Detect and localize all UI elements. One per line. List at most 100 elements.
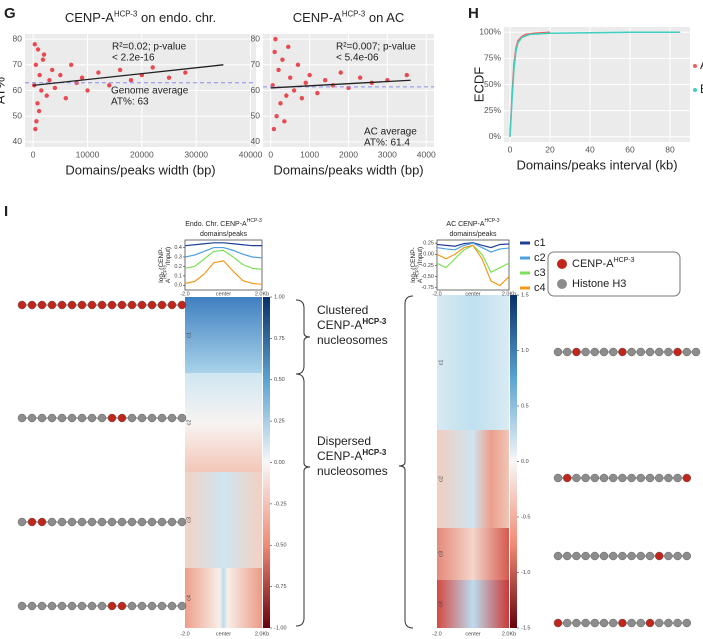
- histone-bead: [177, 413, 187, 423]
- scatter-point: [49, 67, 55, 73]
- label-part: A: [165, 278, 172, 283]
- y-tick-label: 50%: [484, 79, 501, 89]
- colorbar-tick-label: 0.75: [274, 336, 285, 342]
- histone-bead: [87, 413, 97, 423]
- title-text: on endo. chr.: [137, 10, 216, 25]
- histone-bead: [581, 551, 590, 561]
- scatter-point: [274, 113, 279, 119]
- heatmap-block: [185, 373, 262, 472]
- y-axis-label: ECDF: [471, 67, 486, 102]
- y-tick-label: 40: [251, 136, 261, 146]
- ecdf-line: [509, 31, 680, 137]
- x-tick-label: 2.0Kb: [255, 631, 269, 637]
- cenp-bead: [117, 601, 127, 611]
- x-tick-label: 2.0Kb: [502, 631, 516, 637]
- brace-label: Clustered: [317, 303, 368, 317]
- scatter-point: [284, 93, 289, 98]
- colorbar-tick-label: -0.5: [521, 514, 530, 520]
- scatter-point: [36, 108, 42, 114]
- cenp-bead: [645, 618, 655, 628]
- legend-label: CENP-AHCP-3: [572, 257, 635, 270]
- x-tick-label: 0: [508, 144, 513, 154]
- profile-line: [184, 260, 263, 285]
- histone-bead: [655, 347, 664, 357]
- figure-layer: G H I CENP-AHCP-3 Histone H3: [4, 5, 681, 629]
- cenp-bead: [27, 300, 37, 310]
- colorbar: [510, 295, 517, 628]
- profile-line: [184, 246, 263, 259]
- title-sup: HCP-3: [114, 10, 137, 19]
- cenp-bead: [572, 347, 581, 357]
- annotation: AT%: 63: [111, 97, 149, 108]
- histone-bead: [27, 601, 37, 611]
- colorbar-tick-label: 0.0: [521, 459, 529, 465]
- cenp-bead: [117, 413, 127, 423]
- histone-bead: [17, 517, 27, 527]
- histone-bead: [67, 601, 77, 611]
- scatter-point: [346, 85, 351, 91]
- scatter-point: [183, 70, 188, 75]
- histone-bead: [57, 413, 67, 423]
- heatmap-block: [437, 580, 509, 628]
- scatter-point: [37, 72, 42, 78]
- histone-bead: [618, 473, 627, 483]
- brace-text: Clustered: [317, 303, 368, 317]
- label-part: (CENP-: [158, 247, 165, 271]
- cenp-bead: [137, 300, 147, 310]
- brace-text: CENP-A: [317, 318, 362, 332]
- histone-bead: [572, 618, 581, 628]
- colorbar-tick-label: -0.50: [274, 543, 287, 549]
- profile-frame: [436, 239, 510, 291]
- histone-bead: [664, 618, 673, 628]
- x-axis-label: Domains/peaks interval (kb): [516, 157, 677, 172]
- y-tick-label: 25%: [484, 105, 501, 115]
- brace-text: CENP-A: [317, 449, 362, 463]
- x-tick-label: 80: [665, 144, 675, 154]
- histone-bead: [627, 473, 636, 483]
- heatmap-block: [185, 297, 262, 373]
- brace-label: nucleosomes: [317, 464, 388, 478]
- histone-bead: [137, 413, 147, 423]
- histone-bead: [97, 601, 107, 611]
- x-tick-label: -2.0: [180, 631, 189, 637]
- y-tick-label: 100%: [479, 26, 501, 36]
- cenp-bead: [655, 551, 664, 561]
- x-tick-label: center: [465, 291, 480, 297]
- legend-label: c2: [534, 252, 546, 264]
- row-label: c4: [186, 595, 192, 601]
- heatmap-block: [185, 472, 262, 568]
- histone-bead: [645, 473, 655, 483]
- legend-label: Endo.: [700, 82, 703, 96]
- histone-bead: [147, 413, 157, 423]
- x-tick-label: 40000: [239, 149, 263, 159]
- scatter-point: [39, 88, 44, 93]
- legend-swatch: [693, 64, 697, 68]
- y-tick-label: 80: [251, 33, 261, 43]
- x-tick-label: 4000: [417, 149, 436, 159]
- histone-bead: [127, 413, 137, 423]
- histone-bead: [645, 347, 655, 357]
- title-sup: HCP-3: [247, 218, 262, 224]
- histone-bead: [27, 413, 37, 423]
- scatter-point: [35, 47, 41, 52]
- legend-label: c3: [534, 267, 546, 279]
- histone-bead: [177, 517, 187, 527]
- y-axis-label: log2 (CENP-: [410, 247, 417, 282]
- colorbar: [263, 297, 270, 628]
- x-tick-label: 0: [31, 149, 36, 159]
- histone-bead: [572, 473, 581, 483]
- y-tick-label: 80: [13, 33, 23, 43]
- title-text: on AC: [365, 10, 404, 25]
- histone-bead: [682, 347, 691, 357]
- x-tick-label: 20000: [130, 149, 154, 159]
- y-tick-label: 75%: [484, 53, 501, 63]
- x-tick-label: 60: [625, 144, 635, 154]
- legend-label: c1: [534, 237, 546, 249]
- y-tick-label: 0.4: [174, 245, 182, 251]
- cenp-bead: [77, 300, 87, 310]
- histone-bead: [563, 551, 572, 561]
- histone-bead: [590, 551, 599, 561]
- scatter-point: [58, 72, 63, 78]
- x-tick-label: 2.0Kb: [502, 291, 516, 297]
